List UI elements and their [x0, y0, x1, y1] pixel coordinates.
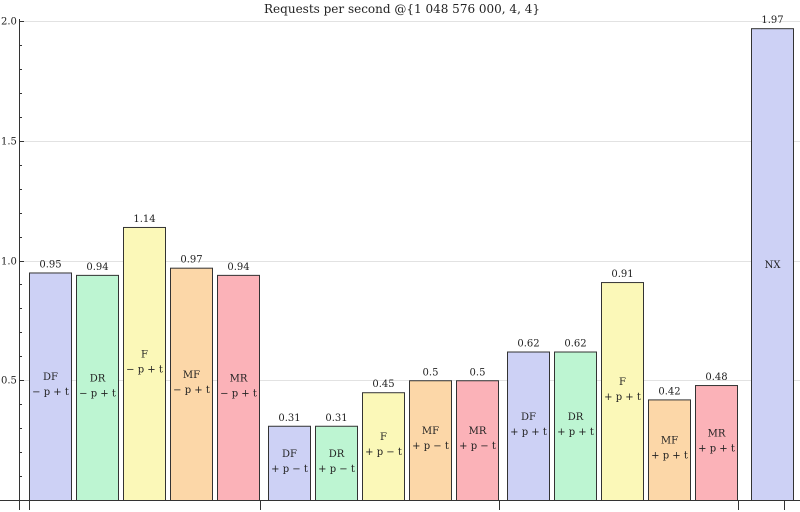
bar-condition-label: + p + t: [510, 427, 547, 438]
data-label: 0.62: [517, 339, 539, 350]
bar-condition-label: + p − t: [459, 441, 496, 452]
bar-condition-label: + p + t: [557, 427, 594, 438]
data-label: 0.5: [470, 367, 486, 378]
data-label: 1.97: [761, 15, 783, 26]
data-label: 0.91: [611, 269, 633, 280]
bar-mr: [217, 274, 260, 501]
data-label: 0.94: [227, 262, 249, 273]
data-label: 0.42: [658, 386, 680, 397]
bar-mf: [409, 380, 452, 501]
bar-mf: [648, 399, 691, 501]
data-label: 0.45: [372, 379, 394, 390]
y-tick-label: 1.0: [1, 257, 17, 268]
bar-condition-label: + p − t: [365, 447, 402, 458]
bar-dr: [554, 351, 597, 502]
y-tick-label: 1.5: [1, 137, 17, 148]
bar-condition-label: − p + t: [32, 387, 69, 398]
bar-condition-label: + p − t: [271, 464, 308, 475]
bar-name-label: MF: [183, 370, 200, 381]
y-axis: 0.5 1.0 1.5 2.0: [1, 17, 24, 510]
y-tick-label: 2.0: [1, 17, 17, 28]
bar-condition-label: + p − t: [318, 464, 355, 475]
data-label: 0.31: [278, 413, 300, 424]
bar-condition-label: − p + t: [220, 388, 257, 399]
y-tick-label: 0.5: [1, 376, 17, 387]
bar-name-label: MR: [230, 373, 248, 384]
bar-name-label: DR: [90, 373, 106, 384]
bar-condition-label: + p + t: [604, 392, 641, 403]
x-axis: [0, 500, 800, 510]
bar-mr: [695, 385, 738, 502]
data-label: 0.62: [564, 339, 586, 350]
bar-name-label: F: [619, 377, 626, 388]
bar-condition-label: + p − t: [412, 441, 449, 452]
bar-df: [268, 425, 311, 502]
bar-name-label: F: [141, 349, 148, 360]
bar-f: [362, 392, 405, 502]
data-label: 0.48: [705, 372, 727, 383]
bar-name-label: DR: [568, 412, 584, 423]
bar-name-label: DF: [282, 449, 297, 460]
bar-name-label: DF: [43, 372, 58, 383]
bar-name-label: DR: [329, 449, 345, 460]
bar-dr: [315, 425, 358, 502]
data-label: 1.14: [133, 214, 155, 225]
bar-name-label: MF: [661, 436, 678, 447]
bar-name-label: DF: [521, 412, 536, 423]
bar-condition-label: − p + t: [126, 364, 163, 375]
data-label: 0.31: [325, 413, 347, 424]
bar-name-label: MF: [422, 426, 439, 437]
bars: 0.95 DF − p + t 0.94 DR − p + t 1.14 F − p + t 0.…: [29, 15, 794, 502]
bar-name-label: MR: [469, 426, 487, 437]
data-label: 0.5: [423, 367, 439, 378]
bar-condition-label: + p + t: [651, 451, 688, 462]
data-label: 0.97: [180, 255, 202, 266]
bar-name-label: MR: [708, 429, 726, 440]
bar-condition-label: + p + t: [698, 444, 735, 455]
bar-condition-label: − p + t: [79, 388, 116, 399]
bar-name-label: F: [380, 432, 387, 443]
bar-mr: [456, 380, 499, 501]
bar-mf: [170, 267, 213, 501]
data-label: 0.94: [86, 262, 108, 273]
data-label: 0.95: [39, 259, 61, 270]
chart-title: Requests per second @{1 048 576 000, 4, …: [264, 2, 540, 16]
bar-condition-label: − p + t: [173, 385, 210, 396]
bar-nx: [751, 28, 794, 502]
bar-df: [29, 272, 72, 501]
bar-df: [507, 351, 550, 502]
bar-name-label: NX: [765, 260, 782, 271]
